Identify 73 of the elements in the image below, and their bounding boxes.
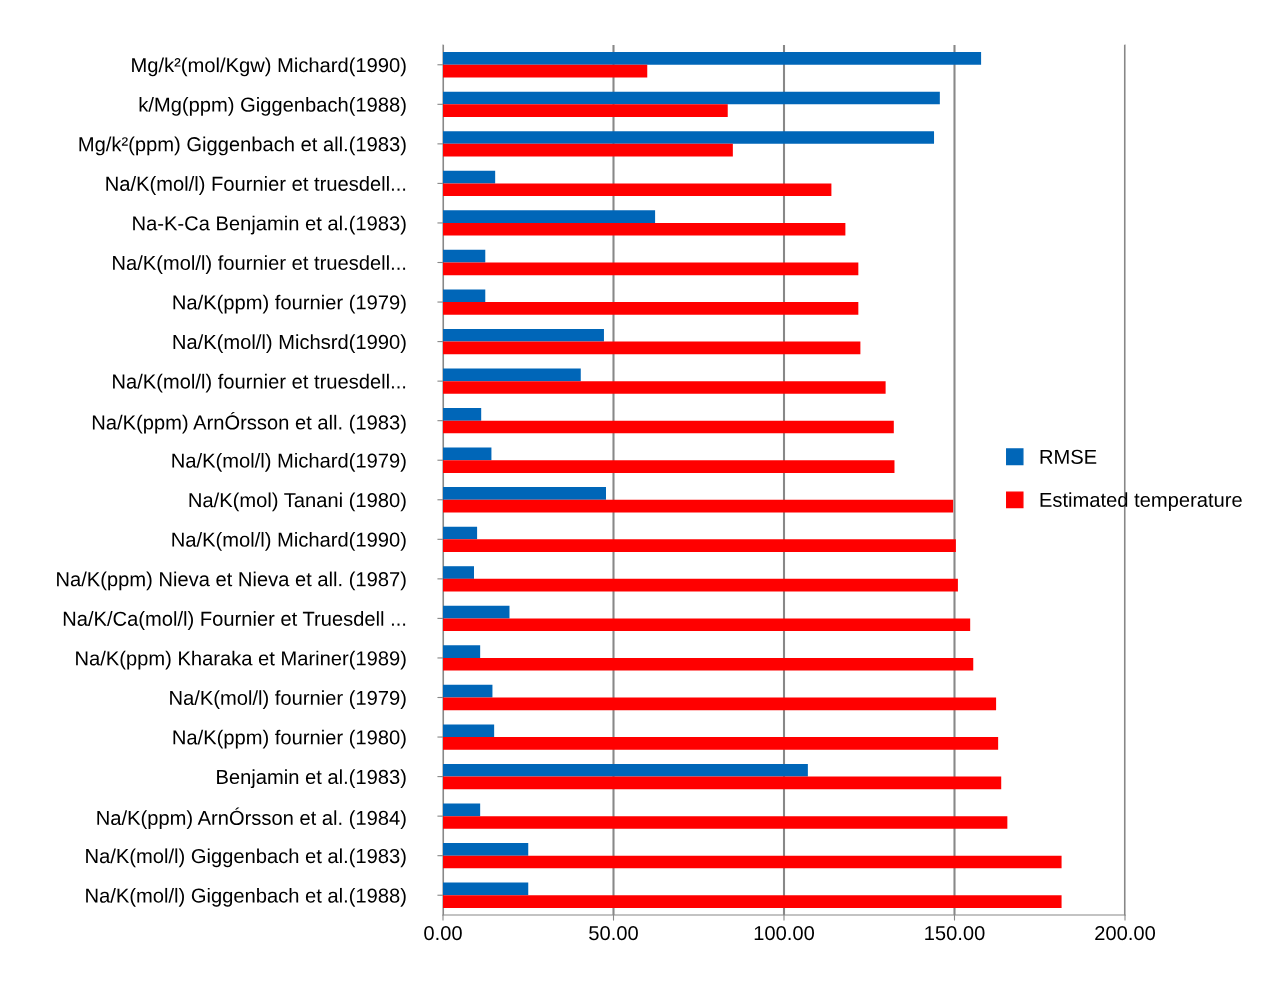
y-tick-label: Na/K(mol/l) Fournier et truesdell... xyxy=(106,176,406,195)
y-tick-label: Na/K(ppm) fournier (1980) xyxy=(173,729,406,749)
y-tick-label: Na/K(mol/l) fournier (1979) xyxy=(170,690,406,709)
bar xyxy=(443,605,510,619)
bar xyxy=(443,341,861,355)
bar xyxy=(443,882,529,896)
y-tick-label: Na/K(mol/l) Michsrd(1990) xyxy=(173,334,406,354)
y-tick-label: Na/K(ppm) ArnÓrsson et al. (1984) xyxy=(97,807,406,830)
bar xyxy=(443,210,656,223)
bar xyxy=(443,776,1002,790)
bar xyxy=(443,460,895,473)
bar xyxy=(443,249,486,263)
bar xyxy=(443,222,846,236)
x-tick-label: 100.00 xyxy=(754,925,815,941)
bar xyxy=(443,816,1008,829)
bar xyxy=(443,566,475,579)
y-tick-label: Na/K(mol/l) Michard(1990) xyxy=(172,532,406,551)
bar xyxy=(443,855,1062,869)
legend-label: RMSE xyxy=(1040,449,1097,464)
bar xyxy=(443,328,604,342)
bar xyxy=(443,420,894,434)
bar xyxy=(443,618,971,632)
x-tick-label: 50.00 xyxy=(589,925,638,941)
bar xyxy=(443,737,999,750)
y-tick-label: Na/K(ppm) fournier (1979) xyxy=(173,294,406,314)
x-tick-label: 200.00 xyxy=(1095,925,1156,941)
y-tick-label: Na/K(mol/l) fournier et truesdell... xyxy=(113,255,406,274)
bar xyxy=(443,684,493,698)
x-tick-label: 0.00 xyxy=(424,925,462,941)
y-tick-label: Na/K/Ca(mol/l) Fournier et Truesdell ... xyxy=(63,611,406,630)
y-tick-label: Benjamin et al.(1983) xyxy=(217,769,406,789)
y-tick-label: Na/K(mol/l) Michard(1979) xyxy=(172,452,406,472)
legend-label: Estimated temperature xyxy=(1040,492,1242,511)
y-tick-label: Na/K(ppm) Nieva et Nieva et all. (1987) xyxy=(57,571,406,591)
bar xyxy=(443,408,482,421)
bar xyxy=(443,843,529,856)
y-tick-label: Na/K(ppm) ArnÓrsson et all. (1983) xyxy=(92,411,406,434)
bar xyxy=(443,302,859,315)
bar xyxy=(443,170,496,184)
y-tick-label: Mg/k²(mol/Kgw) Michard(1990) xyxy=(132,57,406,77)
y-tick-label: Na/K(ppm) Kharaka et Mariner(1989) xyxy=(76,650,406,670)
y-tick-label: Na-K-Ca Benjamin et al.(1983) xyxy=(133,215,406,235)
bar xyxy=(443,578,958,592)
bar xyxy=(443,104,728,117)
bar xyxy=(443,895,1062,908)
bar xyxy=(443,499,954,513)
y-tick-label: k/Mg(ppm) Giggenbach(1988) xyxy=(139,97,406,116)
bar xyxy=(443,657,974,671)
bar xyxy=(443,487,606,500)
bar xyxy=(443,803,481,817)
bar xyxy=(443,143,733,157)
bar xyxy=(443,645,481,658)
bar xyxy=(443,91,940,105)
bar xyxy=(443,262,859,276)
bar xyxy=(443,724,495,738)
x-tick-label: 150.00 xyxy=(925,925,985,941)
bar xyxy=(443,52,982,65)
bar xyxy=(443,289,486,303)
bar xyxy=(443,526,478,540)
bar xyxy=(443,539,956,552)
y-tick-label: Mg/k²(ppm) Giggenbach et all.(1983) xyxy=(79,136,406,156)
bar xyxy=(443,368,581,382)
bar xyxy=(443,131,935,144)
bar xyxy=(443,447,492,461)
y-tick-label: Na/K(mol) Tanani (1980) xyxy=(189,492,406,512)
y-tick-label: Na/K(mol/l) fournier et truesdell... xyxy=(113,373,406,393)
y-tick-label: Na/K(mol/l) Giggenbach et al.(1988) xyxy=(86,887,406,907)
bar xyxy=(443,763,808,777)
bar xyxy=(443,64,648,78)
bar xyxy=(443,697,997,711)
bar xyxy=(443,183,832,197)
y-tick-label: Na/K(mol/l) Giggenbach et al.(1983) xyxy=(86,848,406,868)
bar xyxy=(443,381,886,394)
